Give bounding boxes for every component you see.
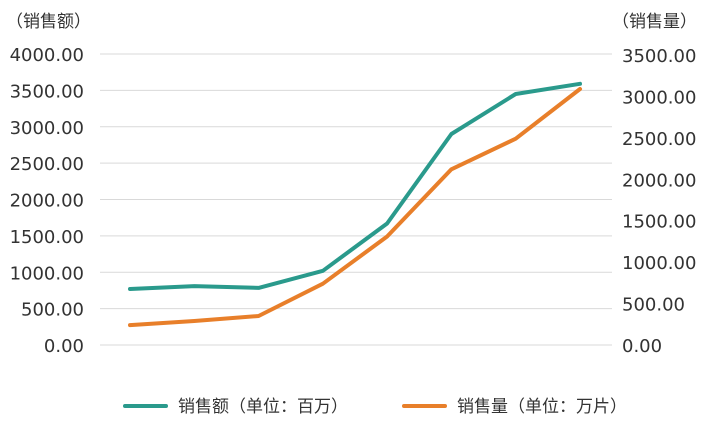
data-point [578, 87, 582, 91]
left-tick-label: 0.00 [44, 336, 84, 357]
legend-label-sales-volume: 销售量（单位：万片） [457, 397, 627, 417]
left-tick-label: 3500.00 [10, 81, 84, 102]
right-tick-label: 0.00 [622, 336, 662, 357]
right-tick-label: 500.00 [622, 295, 685, 316]
right-tick-label: 2000.00 [622, 170, 696, 191]
right-axis-title: （销售量） [612, 12, 697, 32]
left-axis-ticks: 0.00 500.00 1000.00 1500.00 2000.00 2500.00 30… [10, 45, 84, 357]
right-tick-label: 1500.00 [622, 212, 696, 233]
data-point [321, 282, 325, 286]
right-tick-label: 2500.00 [622, 129, 696, 150]
data-point [514, 92, 518, 96]
series-line-sales-volume [128, 87, 582, 328]
right-tick-label: 3500.00 [622, 46, 696, 67]
data-point [385, 222, 389, 226]
left-tick-label: 2500.00 [10, 154, 84, 175]
data-point [128, 323, 132, 327]
left-tick-label: 1500.00 [10, 227, 84, 248]
legend-label-sales-amount: 销售额（单位：百万） [178, 397, 348, 417]
left-tick-label: 4000.00 [10, 45, 84, 66]
data-point [192, 284, 196, 288]
data-point [514, 137, 518, 141]
right-tick-label: 1000.00 [622, 253, 696, 274]
data-point [449, 132, 453, 136]
series-lines [128, 81, 582, 328]
right-axis-ticks: 0.00 500.00 1000.00 1500.00 2000.00 2500.00 30… [622, 46, 696, 357]
left-tick-label: 500.00 [21, 300, 84, 321]
data-point [385, 234, 389, 238]
left-axis-title: （销售额） [6, 12, 91, 32]
grid-lines [100, 53, 612, 346]
data-point [257, 286, 261, 290]
data-point [192, 319, 196, 323]
data-point [578, 82, 582, 86]
data-point [257, 314, 261, 318]
left-tick-label: 3000.00 [10, 118, 84, 139]
data-point [321, 269, 325, 273]
left-tick-label: 2000.00 [10, 191, 84, 212]
left-tick-label: 1000.00 [10, 263, 84, 284]
series-line-sales-amount [128, 81, 582, 291]
right-tick-label: 3000.00 [622, 87, 696, 108]
data-point [449, 167, 453, 171]
legend: 销售额（单位：百万） 销售量（单位：万片） [123, 397, 627, 417]
data-point [128, 287, 132, 291]
